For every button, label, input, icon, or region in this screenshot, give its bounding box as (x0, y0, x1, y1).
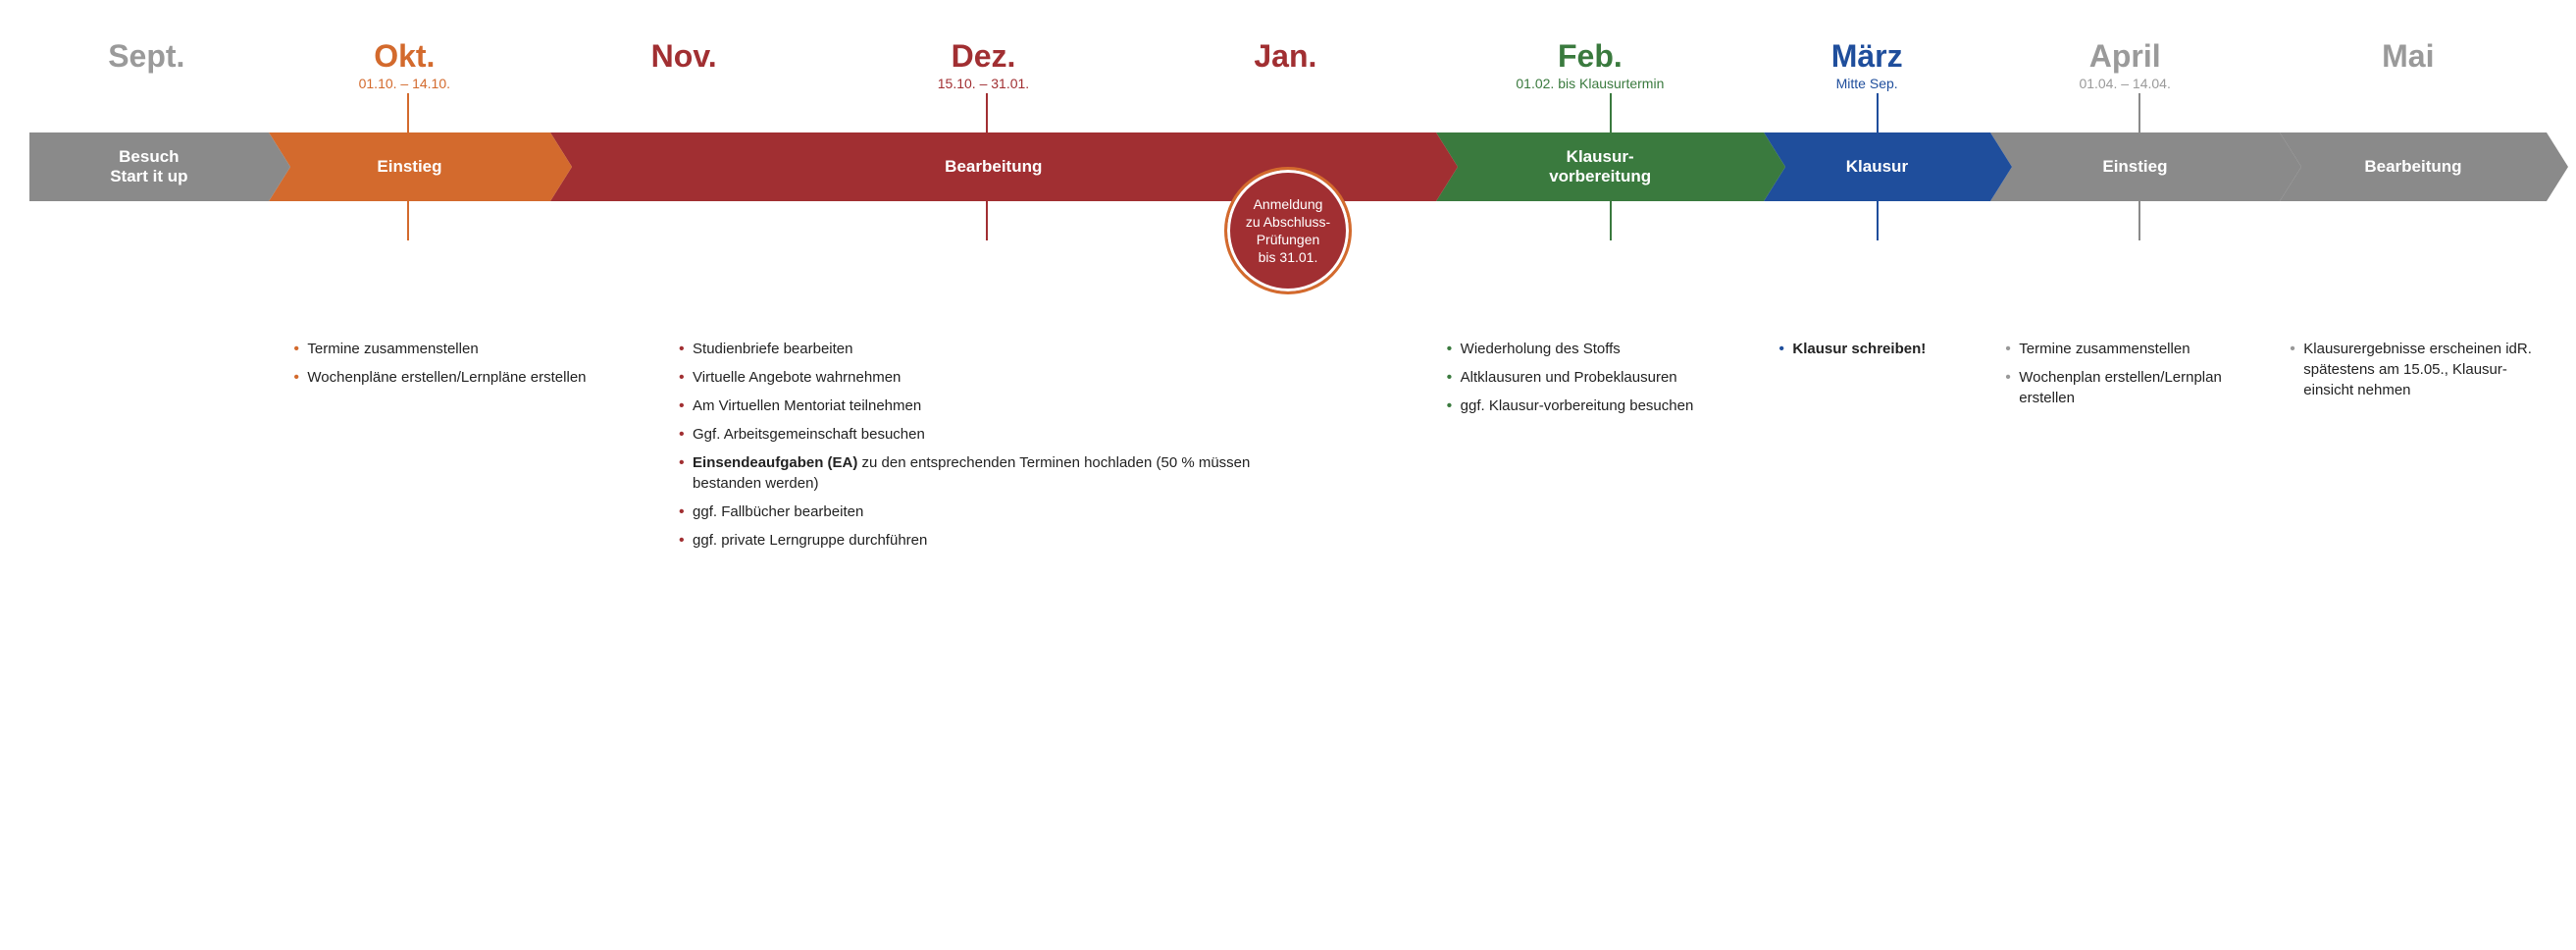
bullet-item: Wochenpläne erstellen/Lernpläne erstelle… (293, 367, 653, 388)
month-col-märz: März Mitte Sep. (1754, 39, 1981, 93)
month-subtitle: 15.10. – 31.01. (938, 76, 1029, 93)
months-row: Sept. Okt. 01.10. – 14.10. Nov. Dez. 15.10. –… (29, 39, 2547, 93)
connector-line (407, 201, 409, 240)
connector-line (1877, 93, 1879, 132)
connector-line (1877, 201, 1879, 240)
month-subtitle: 01.04. – 14.04. (2079, 76, 2170, 93)
phase-arrow-label: Klausur-vorbereitung (1549, 147, 1651, 187)
month-name: Sept. (108, 39, 184, 74)
bullet-item: Virtuelle Angebote wahrnehmen (679, 367, 1315, 388)
bullet-item: Ggf. Arbeitsgemeinschaft besuchen (679, 424, 1315, 445)
bullets-okt: Termine zusammenstellen Wochenpläne erste… (293, 339, 671, 396)
month-subtitle: Mitte Sep. (1836, 76, 1898, 93)
connector-line (1610, 201, 1612, 240)
bullets-mai: Klausurergebnisse erscheinen idR. spätes… (2290, 339, 2553, 408)
month-subtitle: 01.02. bis Klausurtermin (1516, 76, 1664, 93)
month-col-dez: Dez. 15.10. – 31.01. (822, 39, 1144, 93)
month-name: Dez. (952, 39, 1016, 74)
month-subtitle: 01.10. – 14.10. (359, 76, 450, 93)
month-col-sept: Sept. (29, 39, 264, 93)
bullet-item: Termine zusammenstellen (2005, 339, 2264, 359)
month-col-feb: Feb. 01.02. bis Klausurtermin (1426, 39, 1754, 93)
month-name: Nov. (651, 39, 717, 74)
bullets-row: Termine zusammenstellen Wochenpläne erste… (29, 339, 2547, 653)
registration-deadline-badge: Anmeldungzu Abschluss-Prüfungenbis 31.01… (1224, 167, 1352, 294)
bullets-mar: Klausur schreiben! (1778, 339, 1992, 367)
month-col-okt: Okt. 01.10. – 14.10. (264, 39, 545, 93)
semester-timeline: Sept. Okt. 01.10. – 14.10. Nov. Dez. 15.10. –… (29, 39, 2547, 653)
phase-arrow-einstieg: Einstieg (269, 132, 550, 201)
connector-line (2138, 201, 2140, 240)
bullet-item: Klausurergebnisse erscheinen idR. spätes… (2290, 339, 2536, 400)
phase-arrow-klausur: Klausur (1764, 132, 1990, 201)
month-name: März (1831, 39, 1903, 74)
phase-arrow-besuch: BesuchStart it up (29, 132, 269, 201)
connector-line (2138, 93, 2140, 132)
bullet-item: ggf. Fallbücher bearbeiten (679, 501, 1315, 522)
month-name: April (2089, 39, 2161, 74)
phase-arrow-label: Einstieg (377, 157, 441, 177)
phase-arrow-einstieg: Einstieg (1990, 132, 2280, 201)
month-name: Mai (2382, 39, 2434, 74)
month-name: Feb. (1558, 39, 1623, 74)
phase-arrow-label: Bearbeitung (2364, 157, 2461, 177)
bullet-item: Wiederholung des Stoffs (1447, 339, 1731, 359)
phase-arrow-label: BesuchStart it up (110, 147, 187, 187)
bullet-item: Termine zusammenstellen (293, 339, 653, 359)
bullet-item: Studienbriefe bearbeiten (679, 339, 1315, 359)
connector-line (986, 201, 988, 240)
bullet-item: Einsendeaufgaben (EA) zu den entsprechen… (679, 452, 1315, 494)
bullets-nov: Studienbriefe bearbeiten Virtuelle Angebo… (679, 339, 1333, 558)
phase-arrow-label: Einstieg (2102, 157, 2167, 177)
month-name: Jan. (1254, 39, 1316, 74)
phase-arrow-klausur-: Klausur-vorbereitung (1436, 132, 1764, 201)
connector-line (1610, 93, 1612, 132)
month-name: Okt. (374, 39, 435, 74)
bullet-item: ggf. private Lerngruppe durchführen (679, 530, 1315, 551)
arrows-row: BesuchStart it up Einstieg Bearbeitung Klau… (29, 132, 2547, 201)
connectors-top (29, 93, 2547, 132)
bullet-item: Klausur schreiben! (1778, 339, 1975, 359)
badge-text: Anmeldungzu Abschluss-Prüfungenbis 31.01… (1246, 195, 1330, 267)
month-col-april: April 01.04. – 14.04. (1981, 39, 2270, 93)
bullet-item: ggf. Klausur-vorbereitung besuchen (1447, 396, 1731, 416)
phase-arrow-bearbeitung: Bearbeitung (2280, 132, 2547, 201)
bullet-item: Altklausuren und Probeklausuren (1447, 367, 1731, 388)
month-col-mai: Mai (2270, 39, 2547, 93)
month-col-nov: Nov. (545, 39, 822, 93)
connector-line (407, 93, 409, 132)
bullets-feb: Wiederholung des Stoffs Altklausuren und … (1447, 339, 1749, 424)
bullets-apr: Termine zusammenstellen Wochenplan erstel… (2005, 339, 2282, 416)
month-col-jan: Jan. (1145, 39, 1426, 93)
connector-line (986, 93, 988, 132)
bullet-item: Wochenplan erstellen/Lernplan erstellen (2005, 367, 2264, 408)
bullet-item: Am Virtuellen Mentoriat teilnehmen (679, 396, 1315, 416)
phase-arrow-label: Bearbeitung (945, 157, 1042, 177)
phase-arrow-label: Klausur (1846, 157, 1908, 177)
